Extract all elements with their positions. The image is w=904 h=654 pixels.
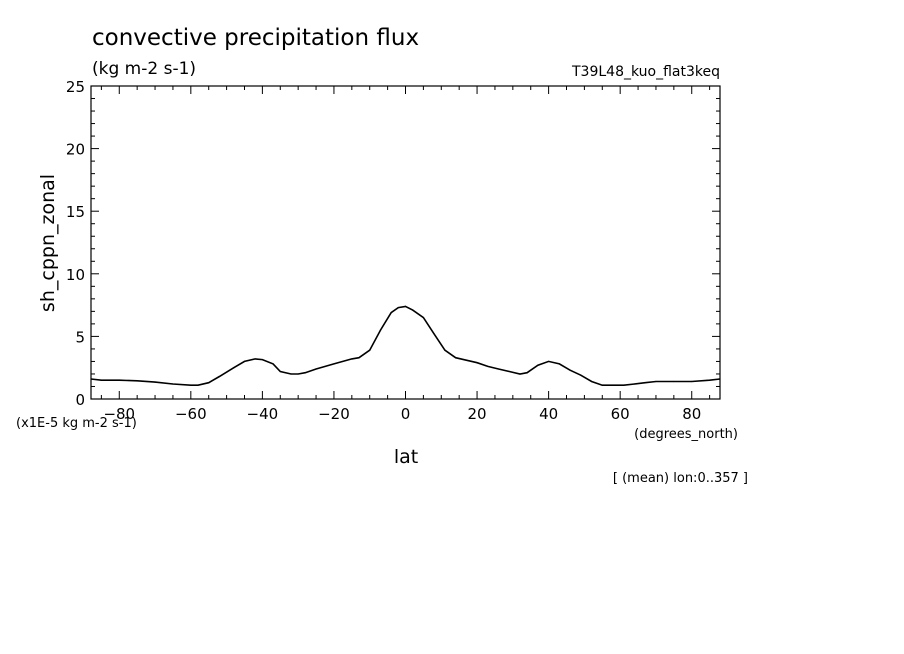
data-point [412,309,414,311]
footnote: [ (mean) lon:0..357 ] [613,471,748,486]
y-tick-label: 10 [66,266,85,284]
y-scale-note: (x1E-5 kg m-2 s-1) [16,416,137,431]
chart-subtitle: (kg m-2 s-1) [92,59,196,79]
data-point [601,384,603,386]
data-point [233,367,235,369]
data-point [379,329,382,331]
data-point [519,373,521,375]
x-tick-label: −60 [175,405,207,423]
data-point [100,379,102,381]
data-point [279,370,281,373]
data-point [333,363,335,365]
x-tick-label: −20 [318,405,350,423]
data-point [315,368,317,370]
x-axis-label: lat [394,446,418,468]
data-point [218,375,221,378]
data-point [558,363,560,365]
x-tick-label: 80 [682,405,701,423]
data-point [136,380,138,382]
plot-frame [90,85,721,400]
data-point [154,381,156,383]
data-point [358,357,360,359]
data-point [537,364,539,366]
data-point [190,384,192,386]
chart-title: convective precipitation flux [92,25,419,51]
x-tick-label: −80 [103,405,135,423]
data-point [90,378,92,380]
data-point [569,369,571,371]
data-point [254,358,256,360]
x-tick-label: 0 [401,405,411,423]
data-point [433,333,435,335]
x-units-label: (degrees_north) [634,427,738,442]
y-tick-labels: 0 5 10 15 20 25 [66,78,85,409]
x-tick-labels: −80 −60 −40 −20 0 20 40 60 80 [103,405,701,423]
data-point [197,384,199,386]
data-point [304,372,306,374]
data-point [297,373,299,375]
data-point [118,379,120,381]
x-tick-label: 20 [468,405,487,423]
data-point [719,378,721,380]
data-point [487,365,489,368]
data-point [404,305,407,307]
x-tick-label: 60 [611,405,630,423]
y-tick-label: 20 [66,141,85,159]
y-tick-label: 25 [66,78,85,96]
data-point [454,357,457,359]
data-point [623,384,625,386]
data-point [548,360,550,363]
data-point [243,360,246,363]
data-point [709,379,711,381]
series-points [90,305,721,386]
data-point [590,380,593,383]
data-point [655,380,657,383]
data-point [612,384,614,386]
data-point [476,362,478,364]
data-point [691,380,693,383]
x-tick-label: 40 [539,405,558,423]
data-point [172,383,174,385]
data-point [673,380,675,383]
data-point [390,312,392,314]
data-point [290,373,292,375]
tick-marks [91,86,720,399]
data-point [369,349,371,351]
data-point [580,374,582,376]
data-point [497,368,500,370]
data-point [261,358,263,361]
data-point [397,307,399,309]
data-point [272,363,274,365]
run-label: T39L48_kuo_flat3keq [571,64,720,80]
y-tick-label: 15 [66,203,85,221]
data-point [351,358,353,360]
data-point [208,382,210,384]
y-axis-label: sh_cppn_zonal [37,174,59,312]
series-line [90,305,721,386]
data-point [508,370,510,373]
data-point [422,317,424,319]
data-point [465,359,467,361]
data-point [644,382,646,384]
x-tick-label: −40 [247,405,279,423]
data-point [633,383,636,385]
data-point [526,372,528,374]
y-tick-label: 0 [75,391,85,409]
data-point [444,349,446,351]
y-tick-label: 5 [75,328,85,346]
